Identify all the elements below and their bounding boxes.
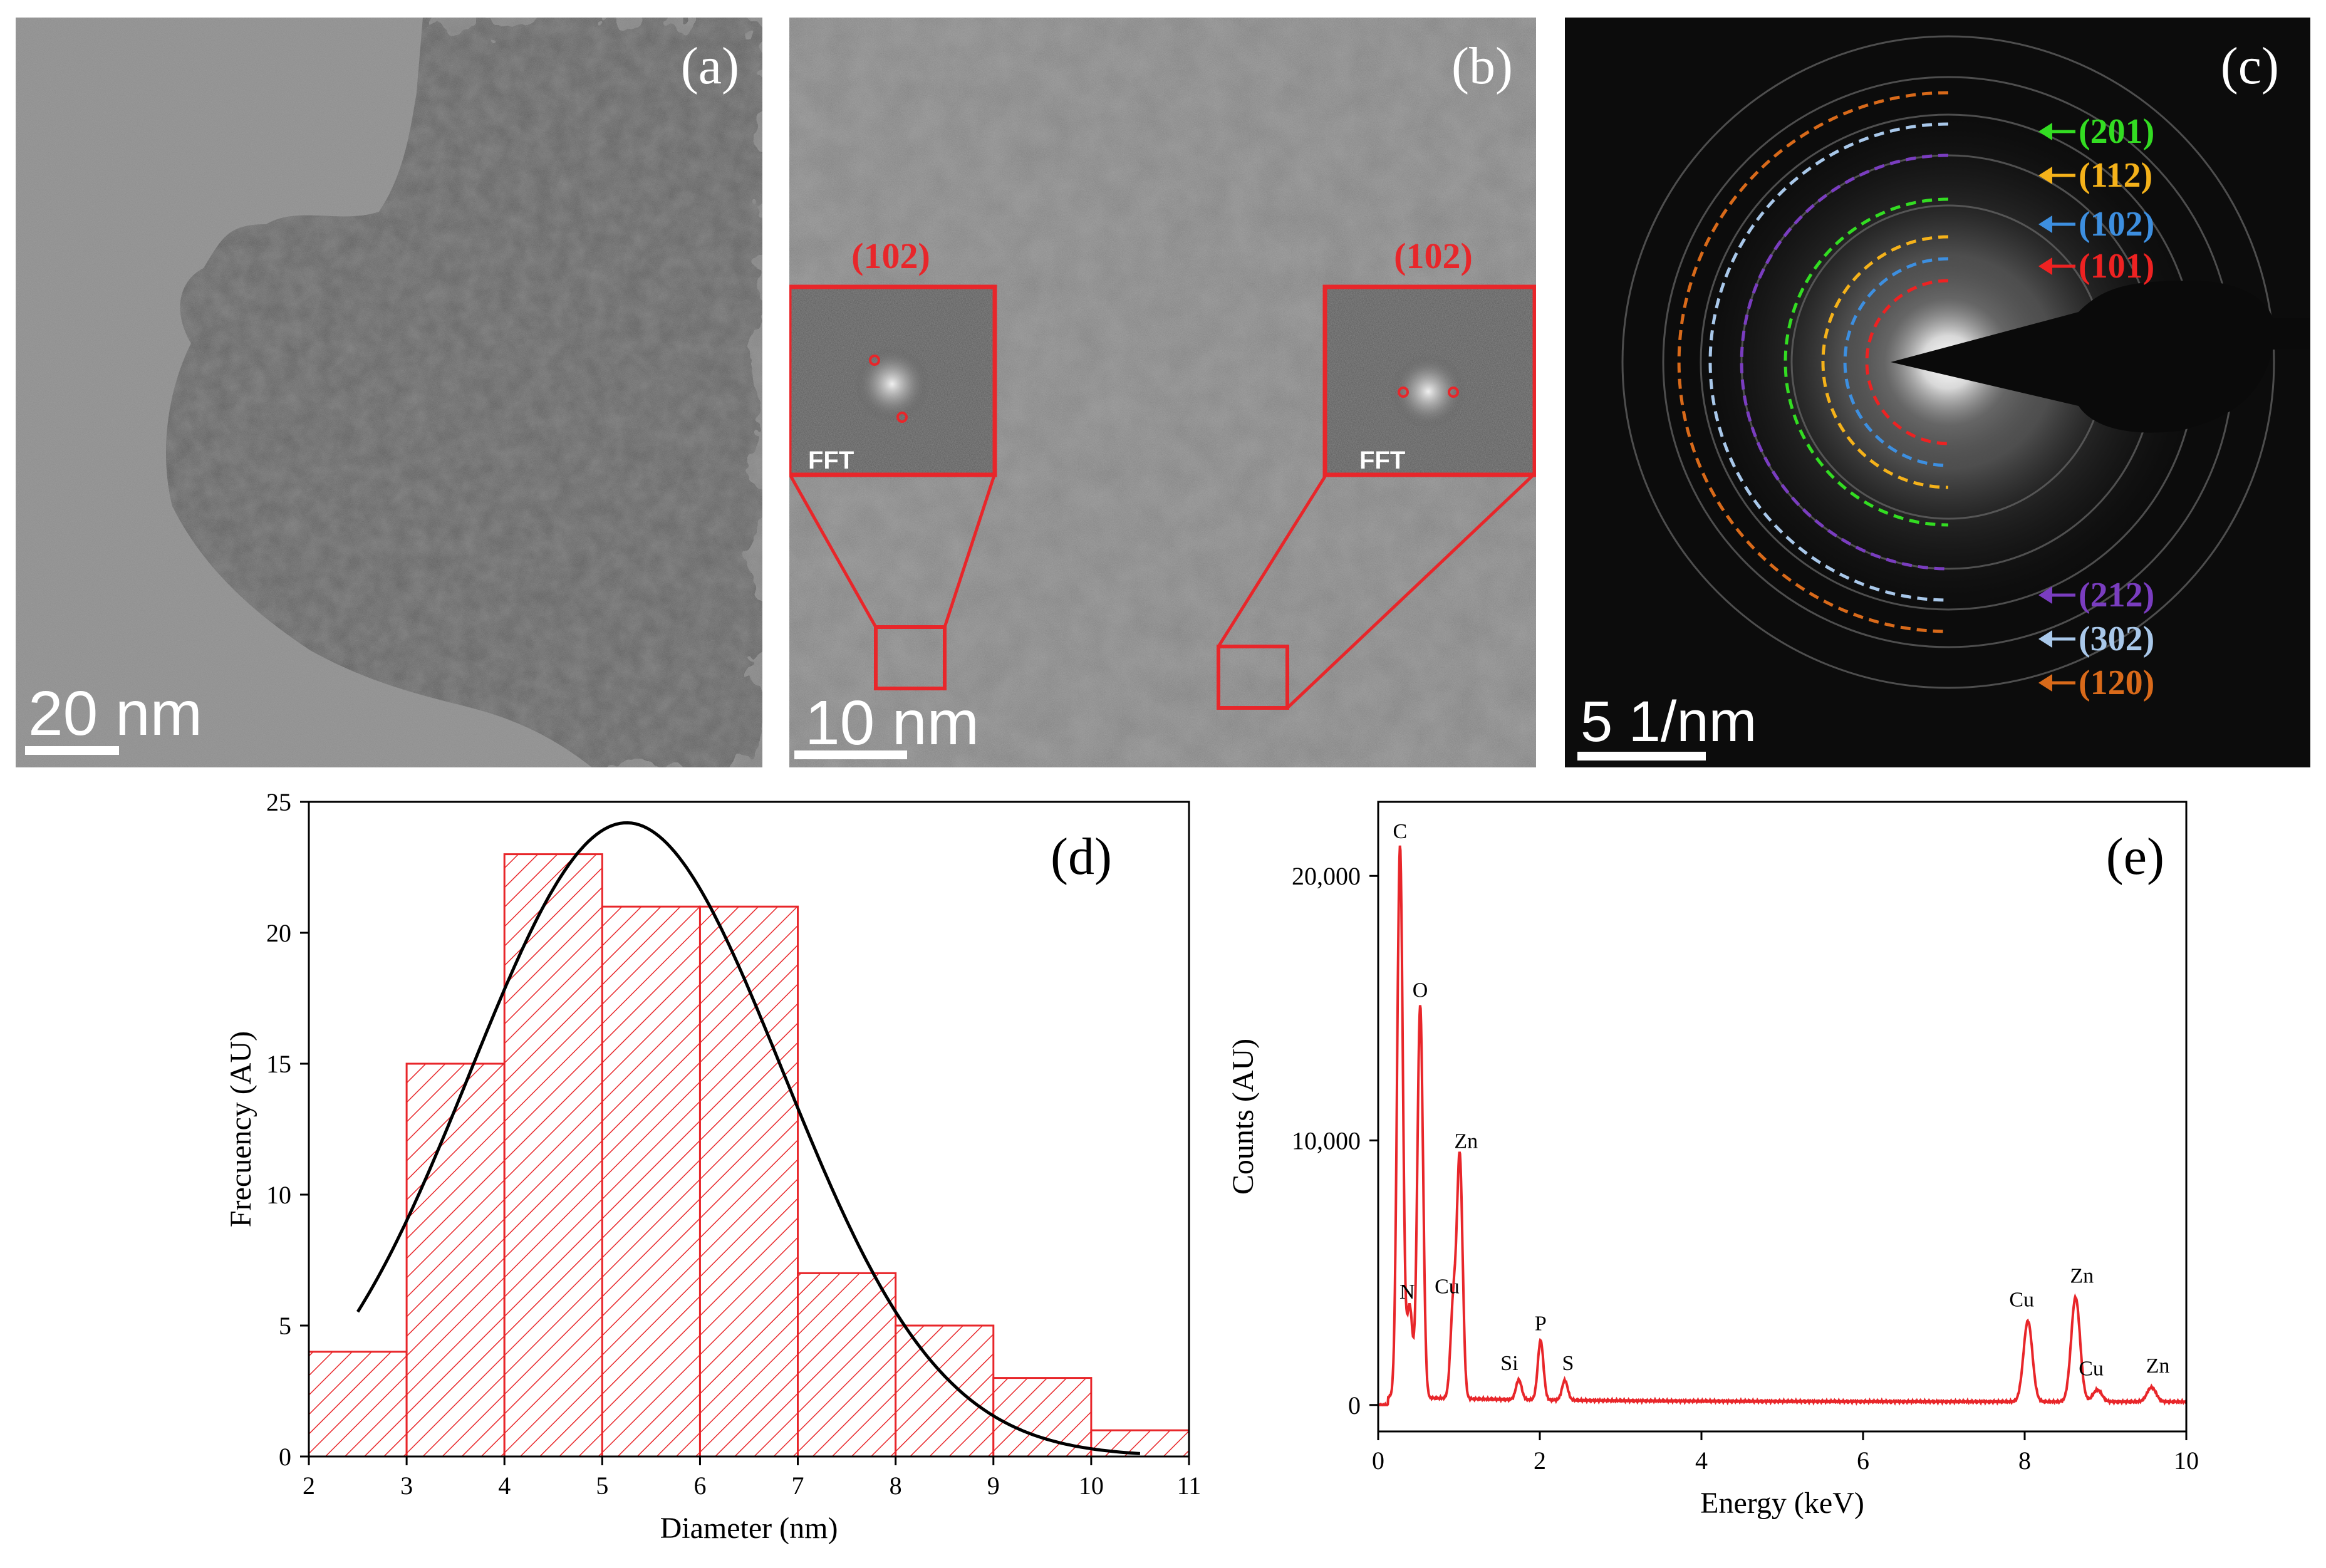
peak-label: N bbox=[1399, 1280, 1415, 1304]
x-axis-label: Diameter (nm) bbox=[660, 1512, 838, 1545]
histogram-bar bbox=[992, 1377, 1093, 1458]
tem-image-a: (a) 20 nm bbox=[16, 18, 762, 767]
histogram-bar bbox=[308, 1351, 408, 1458]
x-tick-label: 4 bbox=[1695, 1446, 1708, 1475]
ring-label: (302) bbox=[2079, 620, 2154, 658]
scale-bar bbox=[1577, 752, 1706, 761]
y-tick-label: 20,000 bbox=[1292, 862, 1361, 890]
y-tick-label: 20 bbox=[266, 919, 291, 947]
peak-label: Zn bbox=[2070, 1265, 2094, 1288]
scale-bar bbox=[794, 750, 907, 759]
scale-bar-label: 20 nm bbox=[28, 678, 202, 749]
diffraction-ring bbox=[1821, 235, 1949, 489]
eds-spectrum-line bbox=[1377, 845, 2188, 1407]
diffraction-ring bbox=[1740, 153, 1949, 571]
fft-inset-left: FFT bbox=[789, 284, 997, 477]
fft-caption: FFT bbox=[1359, 447, 1405, 474]
x-tick-label: 6 bbox=[1857, 1446, 1869, 1475]
y-tick-label: 5 bbox=[279, 1312, 291, 1340]
peak-label: Zn bbox=[1454, 1129, 1478, 1153]
ring-arrowhead bbox=[2038, 167, 2052, 184]
scale-bar-label: 5 1/nm bbox=[1581, 690, 1757, 754]
panel-label: (a) bbox=[681, 37, 739, 95]
beam-stop bbox=[1891, 281, 2310, 433]
y-tick-label: 0 bbox=[1348, 1391, 1361, 1420]
ring-label: (120) bbox=[2079, 663, 2154, 702]
zoom-region-left bbox=[874, 625, 947, 690]
saed-pattern-c: (201) (112) (102) (101) (212) (302) (120) (c) … bbox=[1565, 18, 2310, 767]
histogram-bar bbox=[601, 905, 701, 1458]
scale-bar-label: 10 nm bbox=[805, 688, 979, 758]
histogram-d: 2 3 4 5 6 7 8 9 10 11 0 5 10 15 20 25 Diameter (nm) Frecu… bbox=[224, 788, 1203, 1568]
y-axis-label: Counts (AU) bbox=[1227, 1039, 1260, 1195]
peak-label: Cu bbox=[2009, 1289, 2034, 1312]
y-tick-label: 0 bbox=[279, 1443, 291, 1471]
peak-label: S bbox=[1562, 1352, 1574, 1375]
peak-label: Cu bbox=[1435, 1275, 1460, 1299]
fft-inset-right: FFT bbox=[1322, 284, 1536, 477]
ring-label: (102) bbox=[2079, 205, 2154, 244]
histogram-bar bbox=[797, 1272, 897, 1458]
x-tick-label: 10 bbox=[1079, 1472, 1104, 1500]
x-tick-label: 8 bbox=[890, 1472, 902, 1500]
x-tick-label: 5 bbox=[596, 1472, 608, 1500]
plane-label-left: (102) bbox=[851, 236, 930, 276]
y-tick-label: 10,000 bbox=[1292, 1127, 1361, 1155]
plane-label-right: (102) bbox=[1394, 236, 1473, 276]
x-tick-label: 11 bbox=[1177, 1472, 1202, 1500]
ring-arrowhead bbox=[2038, 257, 2052, 275]
diffraction-ring bbox=[1783, 197, 1949, 527]
diffraction-ring bbox=[1677, 91, 1949, 633]
eds-spectrum-e: C N O Cu Zn Si P S Cu Zn Cu Zn 0 2 4 6 8 10 0 10,000 20,000 E… bbox=[1227, 796, 2318, 1568]
peak-label: Cu bbox=[2079, 1357, 2104, 1380]
y-axis-label: Frecuency (AU) bbox=[224, 1031, 257, 1227]
x-tick-label: 6 bbox=[693, 1472, 706, 1500]
ring-arrowhead bbox=[2038, 123, 2052, 140]
ring-arrowhead bbox=[2038, 215, 2052, 233]
panel-label: (c) bbox=[2221, 37, 2279, 95]
peak-label: O bbox=[1413, 979, 1428, 1002]
plot-frame bbox=[308, 801, 1190, 1458]
x-tick-label: 4 bbox=[498, 1472, 511, 1500]
plot-frame bbox=[1377, 801, 2188, 1433]
x-tick-label: 2 bbox=[303, 1472, 315, 1500]
panel-label: (d) bbox=[1051, 828, 1112, 886]
fft-caption: FFT bbox=[808, 447, 854, 474]
x-axis-label: Energy (keV) bbox=[1700, 1487, 1864, 1520]
ring-label: (112) bbox=[2079, 156, 2152, 195]
x-tick-label: 9 bbox=[987, 1472, 1000, 1500]
histogram-bar bbox=[503, 853, 603, 1458]
zoom-region-right bbox=[1217, 645, 1289, 710]
peak-label: C bbox=[1393, 820, 1407, 843]
diffraction-ring bbox=[1843, 257, 1949, 467]
peak-label: Si bbox=[1500, 1352, 1518, 1375]
ring-arrowhead bbox=[2038, 630, 2052, 648]
x-tick-label: 8 bbox=[2018, 1446, 2031, 1475]
histogram-bar bbox=[698, 905, 799, 1458]
ring-label: (101) bbox=[2079, 247, 2154, 286]
panel-label: (e) bbox=[2106, 828, 2164, 886]
x-tick-label: 0 bbox=[1372, 1446, 1384, 1475]
panel-label: (b) bbox=[1451, 37, 1513, 95]
peak-label: Zn bbox=[2146, 1354, 2170, 1378]
ring-label: (212) bbox=[2079, 576, 2154, 615]
diffraction-ring bbox=[1865, 279, 1949, 445]
scale-bar bbox=[25, 746, 119, 755]
x-tick-label: 7 bbox=[792, 1472, 804, 1500]
histogram-bar bbox=[895, 1324, 995, 1458]
ring-arrowhead bbox=[2038, 674, 2052, 692]
x-tick-label: 10 bbox=[2174, 1446, 2199, 1475]
ring-label: (201) bbox=[2079, 112, 2154, 151]
ring-arrowhead bbox=[2038, 586, 2052, 604]
hrtem-image-b: (b) FFT (102) FFT (102) bbox=[789, 18, 1536, 767]
y-tick-label: 25 bbox=[266, 788, 291, 816]
x-tick-label: 2 bbox=[1534, 1446, 1546, 1475]
peak-label: P bbox=[1535, 1312, 1547, 1335]
y-tick-label: 15 bbox=[266, 1050, 291, 1078]
gaussian-fit-curve bbox=[356, 821, 1141, 1455]
histogram-bar bbox=[405, 1062, 506, 1458]
y-tick-label: 10 bbox=[266, 1181, 291, 1209]
diffraction-ring bbox=[1708, 122, 1949, 602]
x-tick-label: 3 bbox=[400, 1472, 413, 1500]
